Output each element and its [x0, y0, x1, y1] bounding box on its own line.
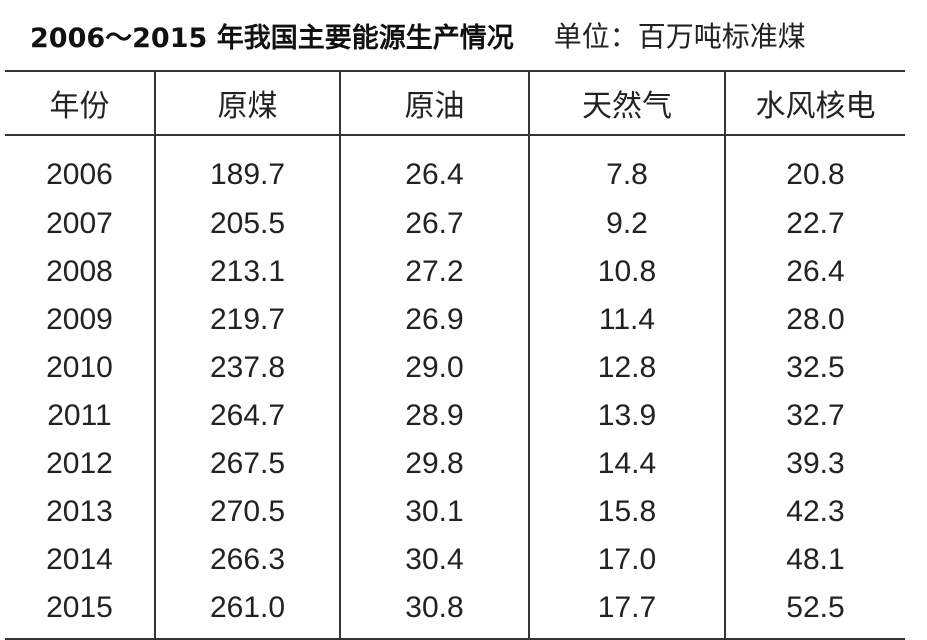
table-row: 2012 267.5 29.8 14.4 39.3 — [5, 440, 905, 488]
hydro-wind-nuclear-cell: 52.5 — [724, 584, 905, 640]
year-cell: 2008 — [46, 255, 113, 288]
hydro-wind-nuclear-cell: 22.7 — [724, 200, 905, 248]
hydro-wind-nuclear-cell: 26.4 — [724, 248, 905, 296]
year-cell: 2011 — [47, 399, 112, 432]
year-cell: 2012 — [46, 447, 113, 480]
gas-cell: 10.8 — [528, 248, 725, 296]
table-row: 2009 219.7 26.9 11.4 28.0 — [5, 296, 905, 344]
gas-cell: 11.4 — [528, 296, 725, 344]
table-row: 2007 205.5 26.7 9.2 22.7 — [5, 200, 905, 248]
coal-cell: 219.7 — [154, 296, 340, 344]
oil-cell: 29.8 — [339, 440, 529, 488]
coal-cell: 266.3 — [154, 536, 340, 584]
coal-cell: 189.7 — [154, 135, 340, 200]
gas-cell: 13.9 — [528, 392, 725, 440]
header-row: 年份 原煤 原油 天然气 水风核电 — [5, 70, 905, 136]
gas-cell: 12.8 — [528, 344, 725, 392]
coal-cell: 213.1 — [154, 248, 340, 296]
column-header-hydro-wind-nuclear: 水风核电 — [724, 70, 905, 136]
gas-cell: 17.0 — [528, 536, 725, 584]
hydro-wind-nuclear-cell: 39.3 — [724, 440, 905, 488]
gas-cell: 17.7 — [528, 584, 725, 640]
table-row: 2011 264.7 28.9 13.9 32.7 — [5, 392, 905, 440]
coal-cell: 261.0 — [154, 584, 340, 640]
hydro-wind-nuclear-cell: 42.3 — [724, 488, 905, 536]
coal-cell: 205.5 — [154, 200, 340, 248]
energy-production-table: 年份 原煤 原油 天然气 水风核电 2006 189.7 26.4 7.8 20.8 20… — [5, 70, 905, 640]
table-row: 2014 266.3 30.4 17.0 48.1 — [5, 536, 905, 584]
hydro-wind-nuclear-cell: 48.1 — [724, 536, 905, 584]
oil-cell: 30.1 — [339, 488, 529, 536]
gas-cell: 14.4 — [528, 440, 725, 488]
gas-cell: 15.8 — [528, 488, 725, 536]
year-cell: 2014 — [46, 543, 113, 576]
oil-cell: 26.4 — [339, 135, 529, 200]
oil-cell: 30.8 — [339, 584, 529, 640]
oil-cell: 29.0 — [339, 344, 529, 392]
year-cell: 2007 — [46, 207, 113, 240]
year-cell: 2013 — [46, 495, 113, 528]
coal-cell: 237.8 — [154, 344, 340, 392]
table-row: 2006 189.7 26.4 7.8 20.8 — [5, 135, 905, 200]
table-row: 2010 237.8 29.0 12.8 32.5 — [5, 344, 905, 392]
table-row: 2013 270.5 30.1 15.8 42.3 — [5, 488, 905, 536]
unit-label: 单位：百万吨标准煤 — [553, 20, 806, 53]
hydro-wind-nuclear-cell: 28.0 — [724, 296, 905, 344]
oil-cell: 28.9 — [339, 392, 529, 440]
year-cell: 2010 — [46, 351, 113, 384]
oil-cell: 27.2 — [339, 248, 529, 296]
year-cell: 2015 — [5, 584, 155, 640]
year-cell: 2009 — [46, 303, 113, 336]
hydro-wind-nuclear-cell: 32.7 — [724, 392, 905, 440]
coal-cell: 270.5 — [154, 488, 340, 536]
table-title: 2006～2015 年我国主要能源生产情况 — [30, 22, 514, 54]
gas-cell: 7.8 — [528, 135, 725, 200]
coal-cell: 267.5 — [154, 440, 340, 488]
year-cell: 2006 — [46, 158, 113, 191]
oil-cell: 26.7 — [339, 200, 529, 248]
gas-cell: 9.2 — [528, 200, 725, 248]
column-header-oil: 原油 — [339, 70, 529, 136]
hydro-wind-nuclear-cell: 32.5 — [724, 344, 905, 392]
hydro-wind-nuclear-cell: 20.8 — [724, 135, 905, 200]
table-row: 2015 261.0 30.8 17.7 52.5 — [5, 584, 905, 640]
title-row: 2006～2015 年我国主要能源生产情况 单位：百万吨标准煤 — [30, 10, 910, 60]
column-header-gas: 天然气 — [528, 70, 725, 136]
coal-cell: 264.7 — [154, 392, 340, 440]
table-row: 2008 213.1 27.2 10.8 26.4 — [5, 248, 905, 296]
column-header-coal: 原煤 — [154, 70, 340, 136]
oil-cell: 30.4 — [339, 536, 529, 584]
oil-cell: 26.9 — [339, 296, 529, 344]
table-body: 2006 189.7 26.4 7.8 20.8 2007 205.5 26.7 9.2 22.7… — [5, 135, 905, 640]
column-header-year: 年份 — [5, 70, 155, 136]
